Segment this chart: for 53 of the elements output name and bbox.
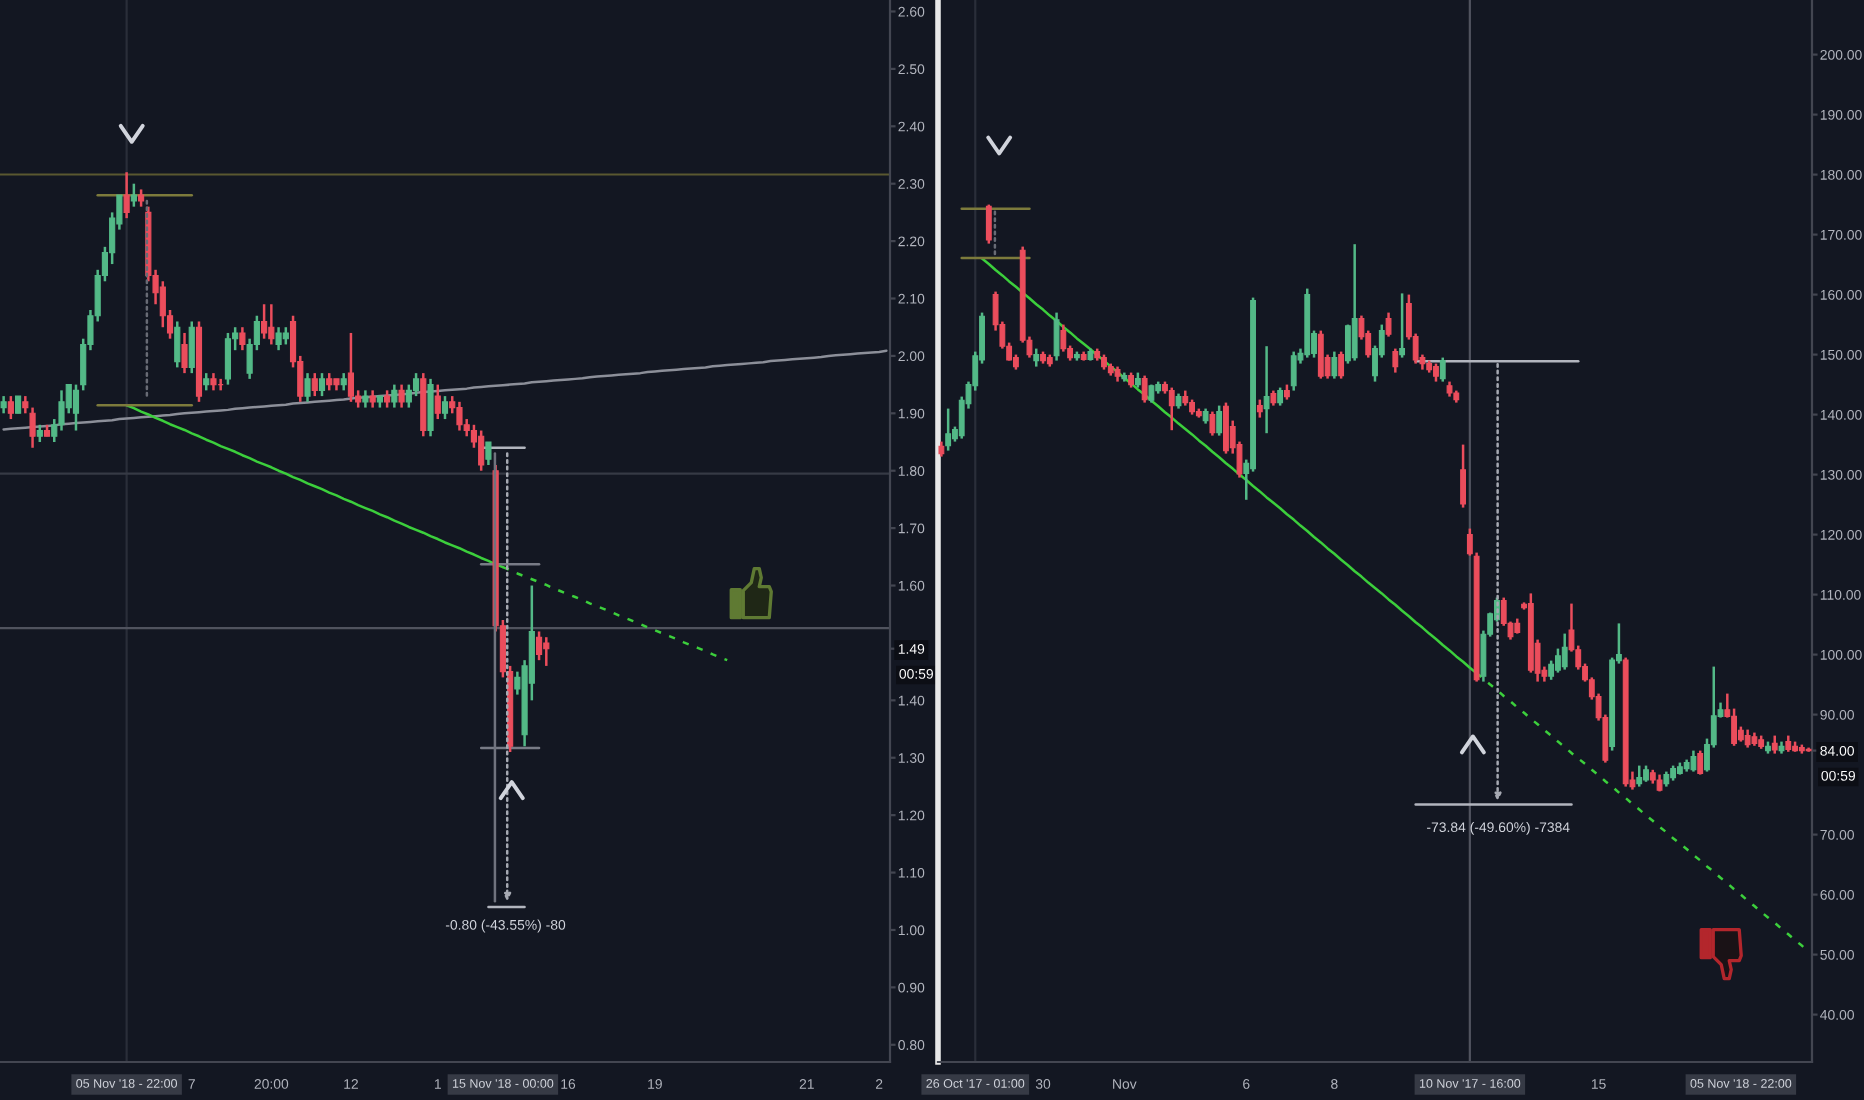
- candlestick: [72, 383, 80, 432]
- candlestick: [1561, 632, 1568, 671]
- candlestick: [1290, 350, 1297, 392]
- candlestick: [478, 429, 485, 472]
- candlestick: [1216, 404, 1223, 437]
- candlestick: [188, 320, 195, 375]
- candlestick: [434, 383, 441, 421]
- candlestick: [239, 325, 246, 352]
- candlestick: [275, 325, 282, 352]
- candlestick: [391, 383, 398, 409]
- candlestick: [1399, 292, 1406, 359]
- candlestick: [456, 400, 463, 432]
- candlestick: [318, 371, 326, 398]
- candlestick: [945, 407, 952, 452]
- candlestick: [1168, 386, 1175, 432]
- candlestick: [304, 371, 311, 404]
- candlestick: [427, 377, 434, 438]
- candlestick: [1697, 749, 1704, 776]
- candlestick: [1351, 242, 1358, 362]
- candlestick: [985, 203, 992, 245]
- candlestick: [268, 303, 275, 346]
- candlestick: [398, 383, 405, 409]
- candlestick: [261, 303, 268, 340]
- candlestick: [1223, 401, 1229, 455]
- candlestick: [181, 331, 188, 375]
- candlestick: [535, 630, 543, 662]
- candlestick: [347, 331, 355, 404]
- candlestick: [1263, 344, 1270, 435]
- candlestick: [1690, 749, 1697, 773]
- candlestick: [1256, 398, 1263, 419]
- candlestick: [174, 320, 181, 369]
- candlestick: [123, 170, 130, 220]
- candlestick: [1141, 374, 1148, 404]
- candlestick: [441, 394, 449, 421]
- candlestick: [1385, 311, 1392, 338]
- candlestick: [1338, 350, 1345, 380]
- candlestick: [1060, 323, 1067, 353]
- candlestick: [1439, 356, 1446, 383]
- candlestick: [543, 635, 550, 668]
- candlestick: [29, 406, 36, 450]
- candlestick: [1209, 410, 1216, 437]
- candlestick: [1331, 350, 1338, 380]
- candlestick: [130, 182, 137, 208]
- candlestick: [1053, 311, 1060, 362]
- candlestick: [224, 331, 232, 386]
- candlestick: [1392, 347, 1399, 374]
- candlestick: [1317, 329, 1324, 380]
- candlestick: [1460, 443, 1467, 509]
- candlestick: [311, 371, 318, 398]
- candlestick: [1433, 362, 1439, 383]
- candlestick: [7, 394, 14, 421]
- candlestick: [1636, 764, 1643, 788]
- candlestick: [485, 440, 492, 467]
